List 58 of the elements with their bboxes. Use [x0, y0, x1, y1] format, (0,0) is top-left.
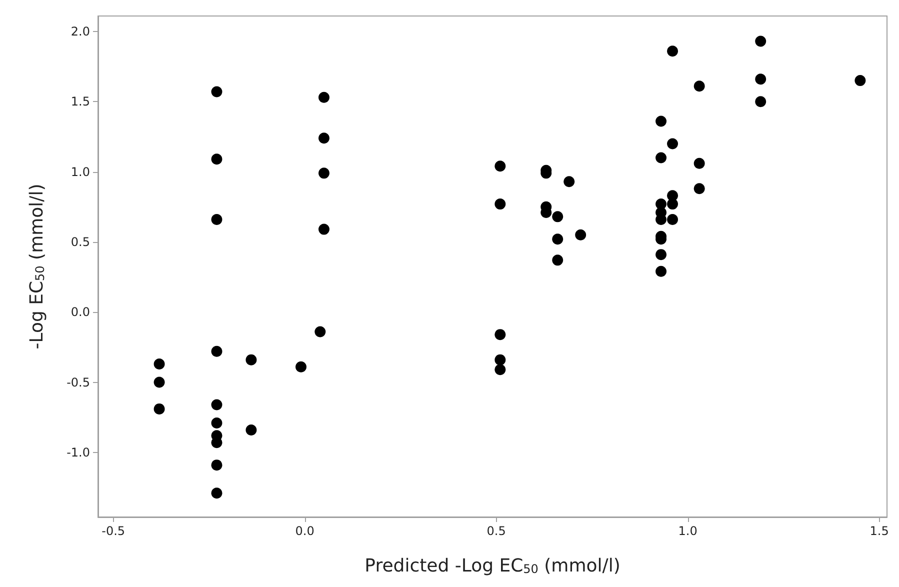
point [211, 214, 222, 225]
point [494, 198, 506, 210]
point [755, 74, 766, 85]
y-tick-label: 0.0 [70, 305, 90, 320]
y-tick-label: 2.0 [70, 24, 90, 38]
point [154, 403, 165, 414]
point [656, 266, 667, 277]
point [755, 96, 766, 108]
point [211, 86, 222, 98]
y-tick-label: 1.5 [70, 94, 90, 109]
x-axis-title: Predicted -Log EC50 (mmol/l) [364, 556, 620, 576]
point [854, 75, 866, 86]
point [552, 254, 564, 266]
point [211, 154, 222, 165]
point [694, 183, 705, 194]
point [318, 224, 330, 235]
point [667, 138, 678, 150]
point [494, 354, 506, 366]
point [575, 229, 586, 240]
point [154, 376, 165, 388]
point [318, 92, 330, 103]
point [656, 116, 667, 127]
point [296, 361, 306, 372]
y-tick-label: -0.5 [66, 375, 90, 390]
point [494, 364, 506, 376]
point [246, 354, 257, 366]
y-tick-label: 0.5 [70, 234, 90, 249]
y-tick-label: -1.0 [66, 445, 90, 460]
x-tick-label: 1.5 [870, 524, 889, 538]
x-tick-label: 0.0 [295, 524, 314, 538]
point [318, 168, 330, 179]
point [211, 460, 222, 471]
point [211, 399, 222, 410]
point [755, 36, 766, 47]
point [211, 488, 222, 499]
point [246, 424, 257, 436]
point [494, 160, 506, 172]
point [667, 46, 678, 57]
x-tick-label: -0.5 [102, 524, 126, 538]
point [564, 176, 575, 188]
point [656, 249, 667, 260]
point [552, 211, 564, 222]
y-tick-label: 1.0 [70, 164, 90, 179]
point [314, 326, 326, 338]
point [494, 329, 506, 340]
point [154, 358, 165, 370]
point [667, 198, 678, 210]
x-tick-label: 1.0 [678, 524, 698, 538]
point [211, 346, 222, 357]
point [656, 152, 667, 164]
point [694, 158, 705, 169]
y-axis-title: -Log EC50 (mmol/l) [26, 184, 48, 350]
point [318, 132, 330, 144]
point [667, 214, 678, 225]
point [694, 80, 705, 92]
point [211, 417, 222, 428]
point [552, 234, 564, 245]
x-tick-label: 0.5 [486, 524, 506, 538]
